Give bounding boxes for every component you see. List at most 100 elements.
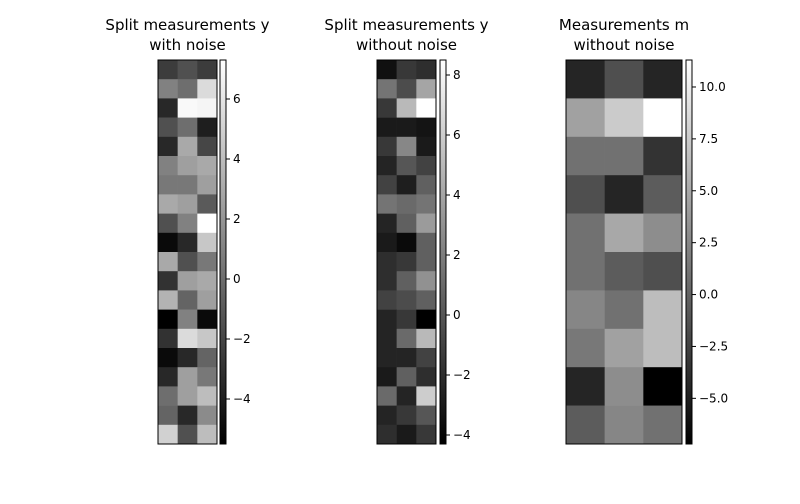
plot-frame xyxy=(157,59,218,445)
chart-title: Split measurements y xyxy=(105,16,269,34)
heatmap-cell xyxy=(377,328,397,349)
colorbar-tick-label: −2 xyxy=(233,332,251,346)
heatmap-cell xyxy=(377,117,397,138)
heatmap-cell xyxy=(197,309,218,330)
heatmap-cell xyxy=(177,386,198,406)
heatmap-cell xyxy=(158,232,178,253)
heatmap-cell xyxy=(604,367,644,406)
heatmap-cell xyxy=(416,156,437,176)
heatmap-cell xyxy=(643,252,683,291)
heatmap-cell xyxy=(396,386,417,406)
heatmap-cell xyxy=(604,60,644,99)
heatmap-cell xyxy=(377,213,397,234)
heatmap-cell xyxy=(566,60,605,99)
heatmap-cell xyxy=(377,60,397,80)
heatmap-cell xyxy=(396,136,417,157)
heatmap-cell xyxy=(377,309,397,330)
heatmap-cell xyxy=(396,213,417,234)
heatmap-cell xyxy=(377,156,397,176)
plot-frame xyxy=(376,59,437,445)
heatmap-cell xyxy=(197,328,218,349)
colorbar-tick-label: −4 xyxy=(233,392,251,406)
heatmap-cell xyxy=(158,424,178,445)
colorbar xyxy=(219,59,227,445)
colorbar-tick-label: 0.0 xyxy=(699,288,718,302)
heatmap-cell xyxy=(377,136,397,157)
heatmap-cell xyxy=(197,424,218,445)
heatmap-cell xyxy=(197,405,218,426)
heatmap-cell xyxy=(396,367,417,387)
chart-title: without noise xyxy=(573,36,674,54)
heatmap-cell xyxy=(377,290,397,310)
heatmap-cell xyxy=(416,309,437,330)
heatmap-cell xyxy=(158,367,178,387)
heatmap-cell xyxy=(396,79,417,99)
heatmap-cell xyxy=(396,60,417,80)
heatmap-cell xyxy=(177,405,198,426)
plot-frame xyxy=(565,59,683,445)
heatmap-cell xyxy=(197,213,218,234)
heatmap-cell xyxy=(566,136,605,176)
heatmap-cell xyxy=(197,252,218,272)
heatmap-cell xyxy=(177,309,198,330)
heatmap-cell xyxy=(158,252,178,272)
heatmap-cell xyxy=(158,309,178,330)
colorbar xyxy=(439,59,447,445)
colorbar-tick-label: 0 xyxy=(233,272,241,286)
heatmap-cell xyxy=(158,348,178,368)
chart-title: Measurements m xyxy=(559,16,689,34)
heatmap-cell xyxy=(604,328,644,368)
heatmap-cell xyxy=(396,309,417,330)
heatmap-cell xyxy=(377,271,397,291)
heatmap-cell xyxy=(177,194,198,214)
heatmap-cell xyxy=(158,386,178,406)
colorbar-tick-label: 2 xyxy=(233,212,241,226)
heatmap-cell xyxy=(396,271,417,291)
heatmap-cell xyxy=(416,290,437,310)
heatmap-cell xyxy=(566,328,605,368)
heatmap-cell xyxy=(643,405,683,445)
heatmap-cell xyxy=(197,348,218,368)
heatmap-cell xyxy=(377,194,397,214)
heatmap-cell xyxy=(416,424,437,445)
heatmap-cell xyxy=(377,386,397,406)
heatmap-cell xyxy=(158,194,178,214)
heatmap-cell xyxy=(158,271,178,291)
heatmap-cell xyxy=(643,290,683,330)
colorbar-tick-label: 2.5 xyxy=(699,236,718,250)
heatmap-cell xyxy=(643,175,683,214)
heatmap-cell xyxy=(416,348,437,368)
heatmap-cell xyxy=(197,290,218,310)
heatmap-cell xyxy=(177,271,198,291)
chart-title: with noise xyxy=(149,36,226,54)
heatmap-cell xyxy=(643,98,683,138)
heatmap-cell xyxy=(396,328,417,349)
heatmap-cell xyxy=(197,175,218,195)
heatmap-cell xyxy=(377,405,397,426)
heatmap-cell xyxy=(566,98,605,138)
colorbar-tick-label: 0 xyxy=(453,308,461,322)
heatmap-cell xyxy=(604,290,644,330)
heatmap-cell xyxy=(604,98,644,138)
heatmap-cell xyxy=(396,232,417,253)
heatmap-cell xyxy=(416,194,437,214)
heatmap-cell xyxy=(377,348,397,368)
heatmap-cell xyxy=(177,252,198,272)
heatmap-cell xyxy=(177,175,198,195)
heatmap-cell xyxy=(416,232,437,253)
heatmap-cell xyxy=(377,232,397,253)
heatmap-cell xyxy=(158,290,178,310)
heatmap-cell xyxy=(416,98,437,118)
heatmap-cell xyxy=(396,117,417,138)
heatmap-cell xyxy=(416,175,437,195)
colorbar-tick-label: 4 xyxy=(453,188,461,202)
heatmap-cell xyxy=(158,98,178,118)
heatmap-cell xyxy=(416,271,437,291)
heatmap-cell xyxy=(177,79,198,99)
heatmap-cell xyxy=(377,367,397,387)
heatmap-cell xyxy=(396,348,417,368)
heatmap-cell xyxy=(158,79,178,99)
heatmap-cell xyxy=(177,424,198,445)
heatmap-cell xyxy=(177,290,198,310)
colorbar-tick-label: −5.0 xyxy=(699,391,728,405)
